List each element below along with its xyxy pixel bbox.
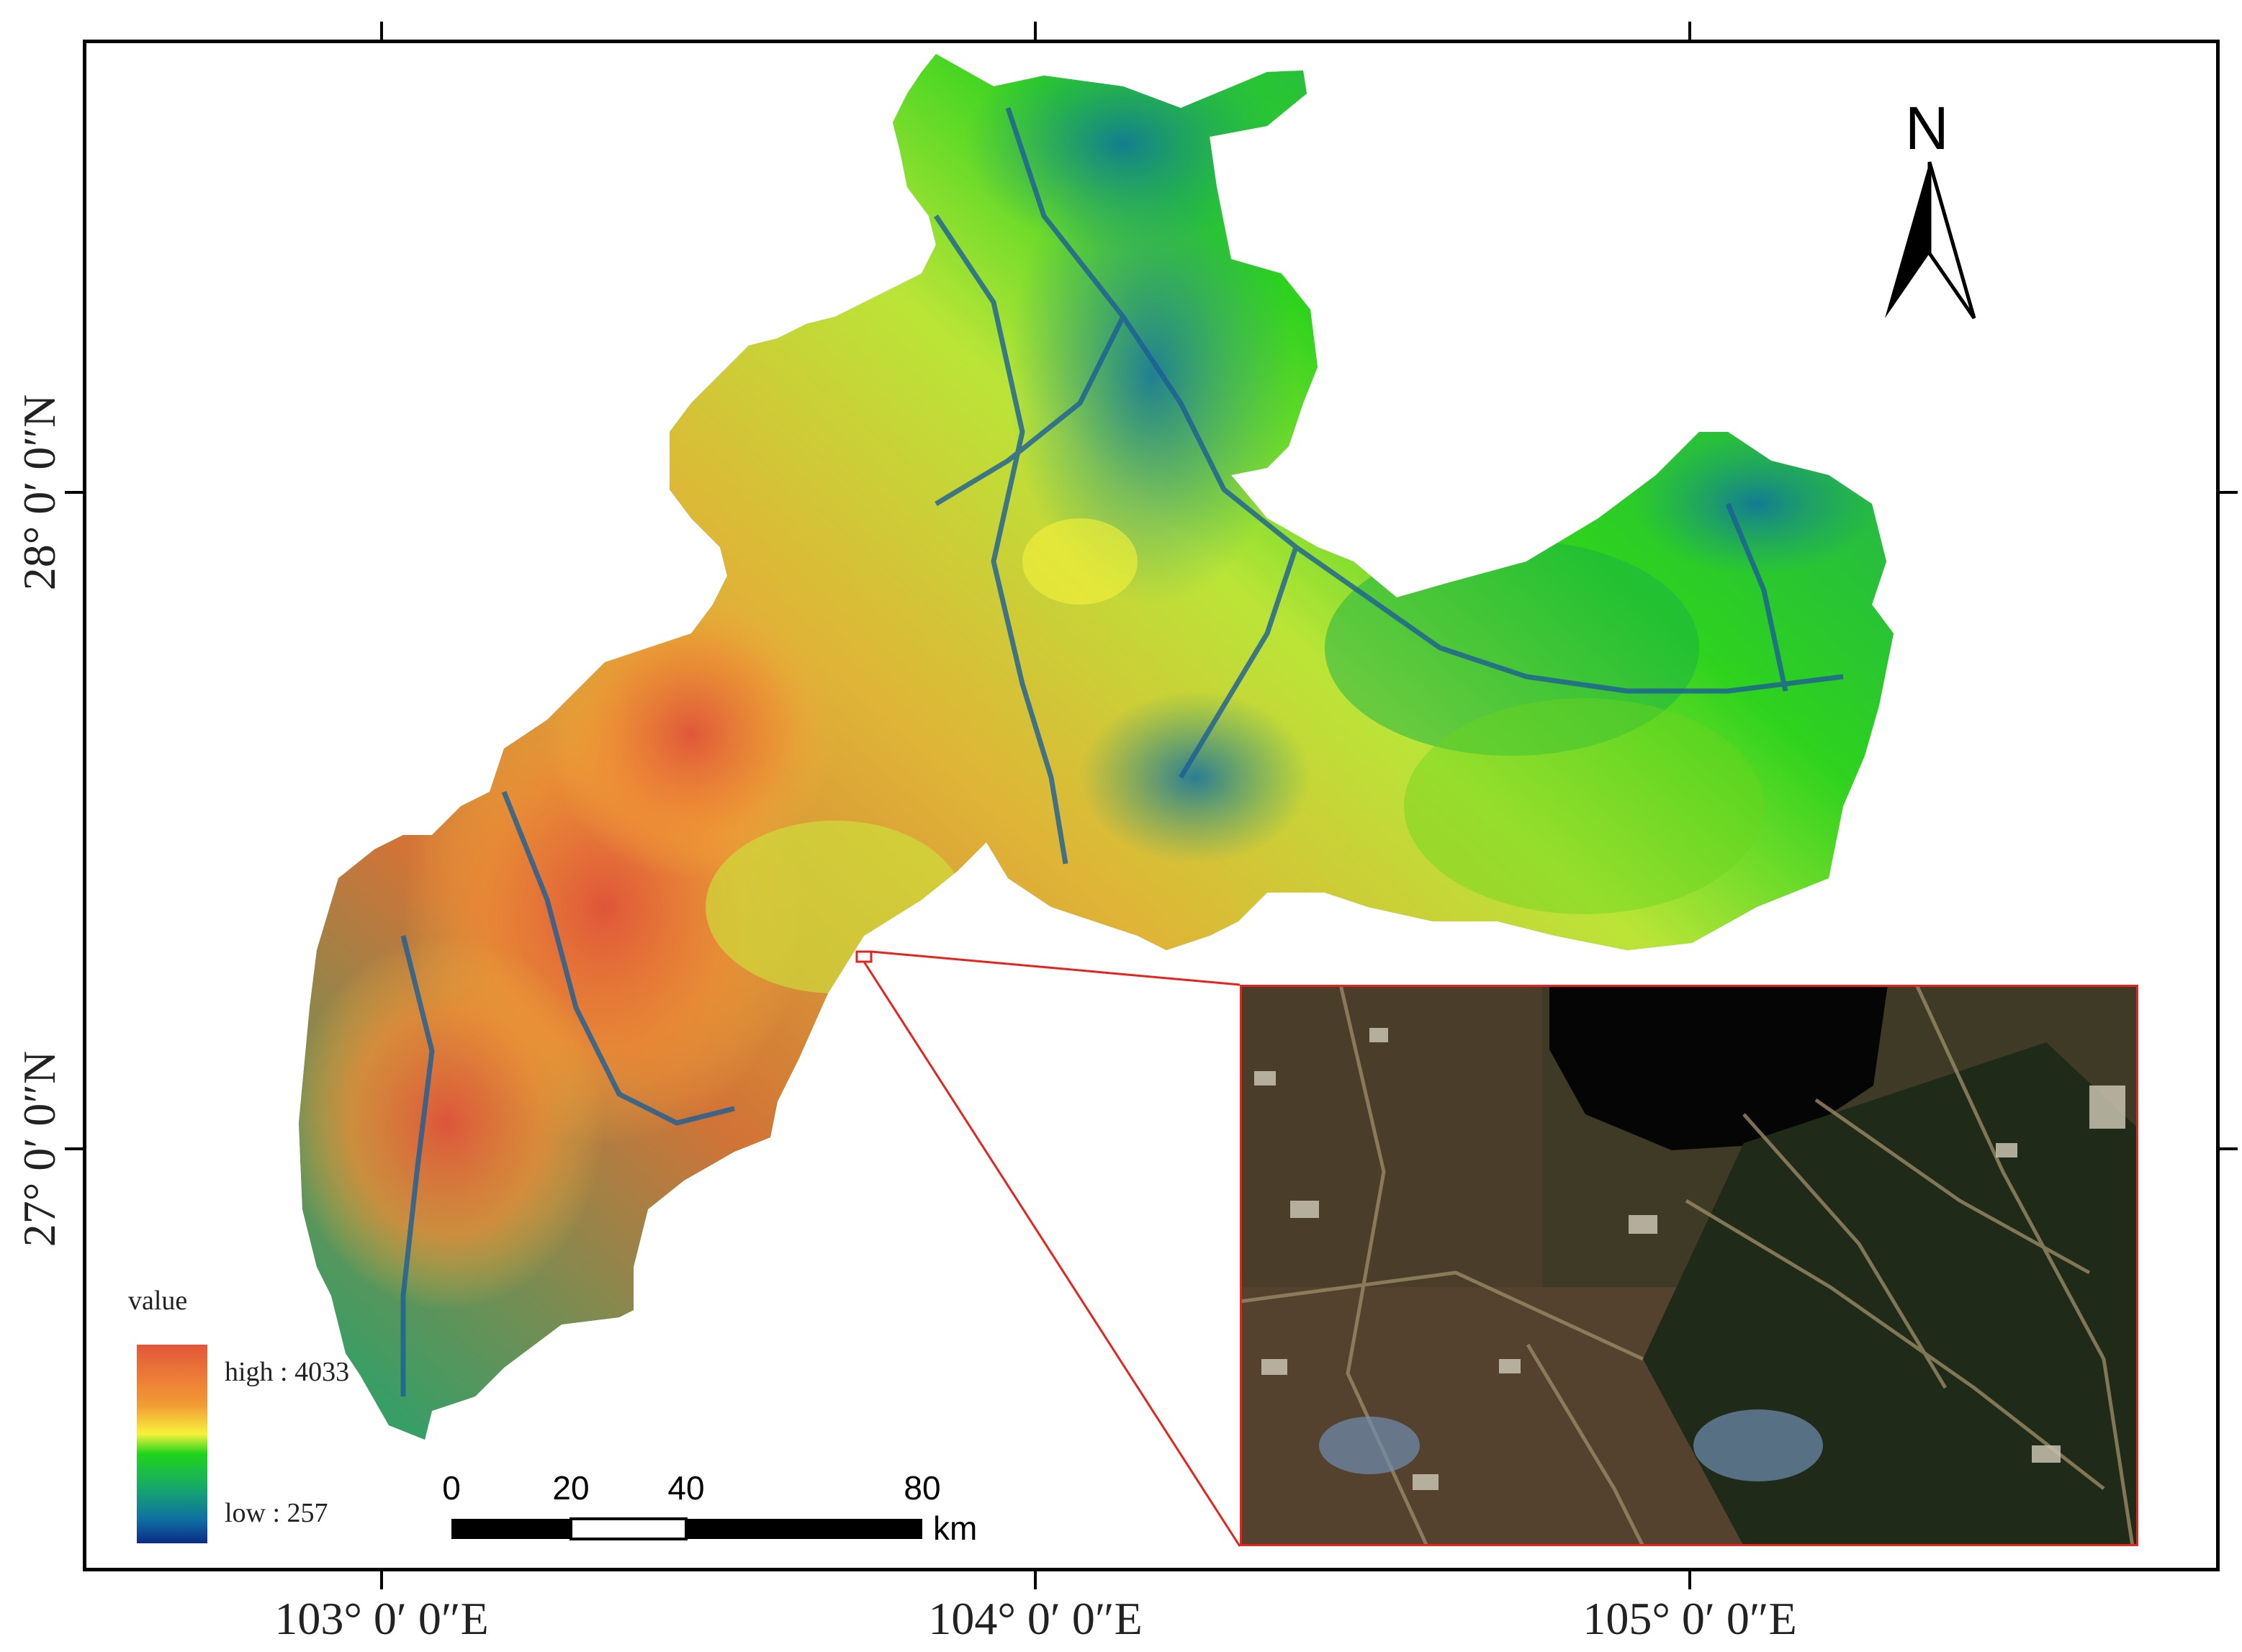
inset-connector: [855, 950, 1241, 1547]
scale-unit: km: [933, 1509, 978, 1547]
lon-label-103: 103° 0′ 0″E: [274, 1593, 489, 1644]
lat-label-27: 27° 0′ 0″N: [14, 1050, 65, 1247]
satellite-inset: [1240, 985, 2138, 1546]
map-frame: [83, 40, 2220, 1571]
scale-bar: [451, 1517, 922, 1540]
lon-label-105: 105° 0′ 0″E: [1583, 1593, 1797, 1644]
lat-label-28: 28° 0′ 0″N: [14, 394, 65, 591]
scale-tick-80: 80: [904, 1469, 941, 1507]
legend-high-label: high : 4033: [225, 1357, 350, 1387]
legend-low-label: low : 257: [225, 1498, 328, 1528]
graticule-ticks: [65, 22, 2238, 1589]
legend-title: value: [128, 1286, 188, 1316]
north-arrow-icon: [1885, 161, 1976, 320]
north-label: N: [1905, 94, 1949, 162]
scale-tick-0: 0: [442, 1469, 461, 1507]
scale-tick-40: 40: [667, 1469, 705, 1507]
scale-tick-20: 20: [552, 1469, 590, 1507]
lon-label-104: 104° 0′ 0″E: [928, 1593, 1143, 1644]
inset-border: [1240, 985, 2138, 1546]
legend-color-ramp: [137, 1345, 207, 1543]
